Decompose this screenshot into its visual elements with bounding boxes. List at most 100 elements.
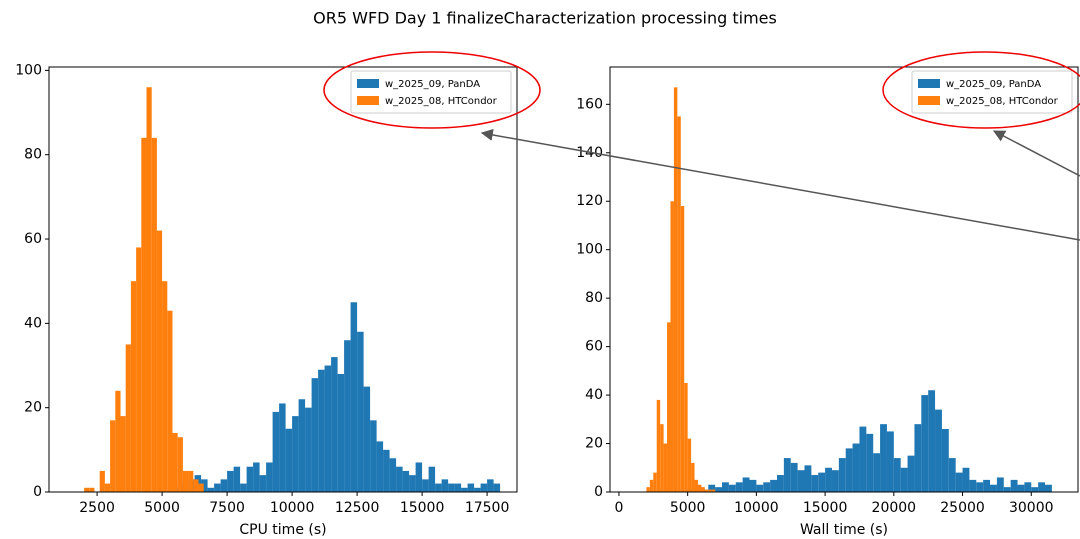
y-tick-label: 80 xyxy=(24,147,42,163)
histogram-bar xyxy=(866,433,874,492)
histogram-bar xyxy=(279,403,286,492)
y-tick-label: 60 xyxy=(585,339,603,355)
histogram-bar xyxy=(677,116,681,493)
arrow xyxy=(992,130,1080,177)
histogram-bar xyxy=(673,87,678,492)
histogram-bar xyxy=(783,458,791,492)
x-tick-label: 15000 xyxy=(400,500,445,516)
histogram-bar xyxy=(227,470,234,492)
histogram-bar xyxy=(285,428,293,492)
y-tick-label: 100 xyxy=(15,62,42,78)
y-tick-label: 0 xyxy=(33,484,42,500)
histogram-bar xyxy=(331,357,338,492)
histogram-bar xyxy=(125,344,131,492)
histogram-bar xyxy=(428,466,436,492)
histogram-bar xyxy=(363,386,371,492)
histogram-bar xyxy=(448,483,455,492)
x-tick-label: 7500 xyxy=(209,500,245,516)
histogram-bar xyxy=(880,424,887,492)
highlight-ellipse xyxy=(882,51,1080,129)
x-tick-label: 0 xyxy=(614,500,623,516)
histogram-bar xyxy=(344,340,351,492)
legend-swatch xyxy=(918,96,940,105)
legend-box xyxy=(350,70,512,114)
histogram-bar xyxy=(99,470,105,492)
arrow xyxy=(480,128,1080,241)
histogram-bar xyxy=(893,458,901,492)
histogram-bar xyxy=(976,482,984,492)
x-tick-label: 10000 xyxy=(270,500,315,516)
histogram-bar xyxy=(350,302,358,492)
figure-title: OR5 WFD Day 1 finalizeCharacterization p… xyxy=(313,9,777,28)
histogram-bar xyxy=(201,479,208,492)
legend-swatch xyxy=(357,96,379,105)
histogram-bar xyxy=(983,479,991,492)
histogram-bar xyxy=(246,466,254,492)
histogram-bar xyxy=(409,475,416,492)
x-tick-label: 2500 xyxy=(79,500,115,516)
histogram-bar xyxy=(818,472,826,492)
y-tick-label: 160 xyxy=(576,96,603,112)
histogram-bar xyxy=(376,441,384,492)
histogram-bar xyxy=(955,472,963,492)
histogram-bar xyxy=(415,462,423,492)
histogram-bar xyxy=(318,369,325,492)
histogram-bar xyxy=(670,201,674,493)
histogram-bar xyxy=(680,206,685,492)
histogram-bar xyxy=(1024,482,1032,492)
histogram-bar xyxy=(969,479,977,492)
x-axis-label: Wall time (s) xyxy=(800,522,888,538)
annotations xyxy=(323,51,1080,241)
histogram-bar xyxy=(1003,487,1011,492)
histogram-bar xyxy=(825,467,832,492)
histogram-bar xyxy=(708,489,712,492)
histogram-bar xyxy=(311,378,319,492)
histogram-bar xyxy=(337,373,345,492)
histogram-bar xyxy=(253,462,260,492)
histogram-bar xyxy=(172,432,178,492)
x-axis-label: CPU time (s) xyxy=(239,522,326,538)
histogram-bar xyxy=(845,448,853,492)
histogram-bar xyxy=(141,137,147,493)
histogram-bar xyxy=(921,395,929,492)
histogram-bar xyxy=(646,487,650,492)
histogram-bar xyxy=(266,462,273,492)
histogram-bar xyxy=(697,484,702,492)
histogram-bar xyxy=(207,487,215,492)
y-tick-label: 60 xyxy=(24,231,42,247)
x-tick-label: 30000 xyxy=(1009,500,1054,516)
histogram-bar xyxy=(220,479,228,492)
histogram-bar xyxy=(667,322,671,492)
histogram-bar xyxy=(120,416,126,492)
histogram-bar xyxy=(292,416,299,492)
histogram-bar xyxy=(859,426,867,492)
histogram-bar xyxy=(873,453,881,492)
histogram-bar xyxy=(649,479,654,492)
histogram-bar xyxy=(1038,482,1046,492)
y-tick-label: 20 xyxy=(585,436,603,452)
histogram-bar xyxy=(656,399,661,492)
histogram-bar xyxy=(182,470,189,492)
histogram-bar xyxy=(831,470,839,492)
y-tick-label: 100 xyxy=(576,242,603,258)
histogram-bar xyxy=(272,411,280,492)
histogram-bar xyxy=(694,479,698,492)
histogram-bar xyxy=(708,484,716,492)
histogram-bar xyxy=(790,462,798,492)
histogram-bar xyxy=(156,230,163,493)
histogram-bar xyxy=(663,443,668,492)
y-tick-label: 20 xyxy=(24,400,42,416)
histogram-bar xyxy=(146,87,152,492)
x-tick-label: 12500 xyxy=(335,500,380,516)
histogram-bar xyxy=(749,479,757,492)
histogram-bar xyxy=(298,399,306,492)
histogram-bar xyxy=(324,365,332,492)
histogram-bar xyxy=(704,489,709,492)
histogram-bar xyxy=(162,281,168,492)
histogram-bar xyxy=(214,483,221,492)
histogram-bar xyxy=(233,466,241,492)
histogram-bar xyxy=(493,483,501,492)
histogram-bar xyxy=(193,479,199,492)
histogram-bar xyxy=(715,487,723,492)
